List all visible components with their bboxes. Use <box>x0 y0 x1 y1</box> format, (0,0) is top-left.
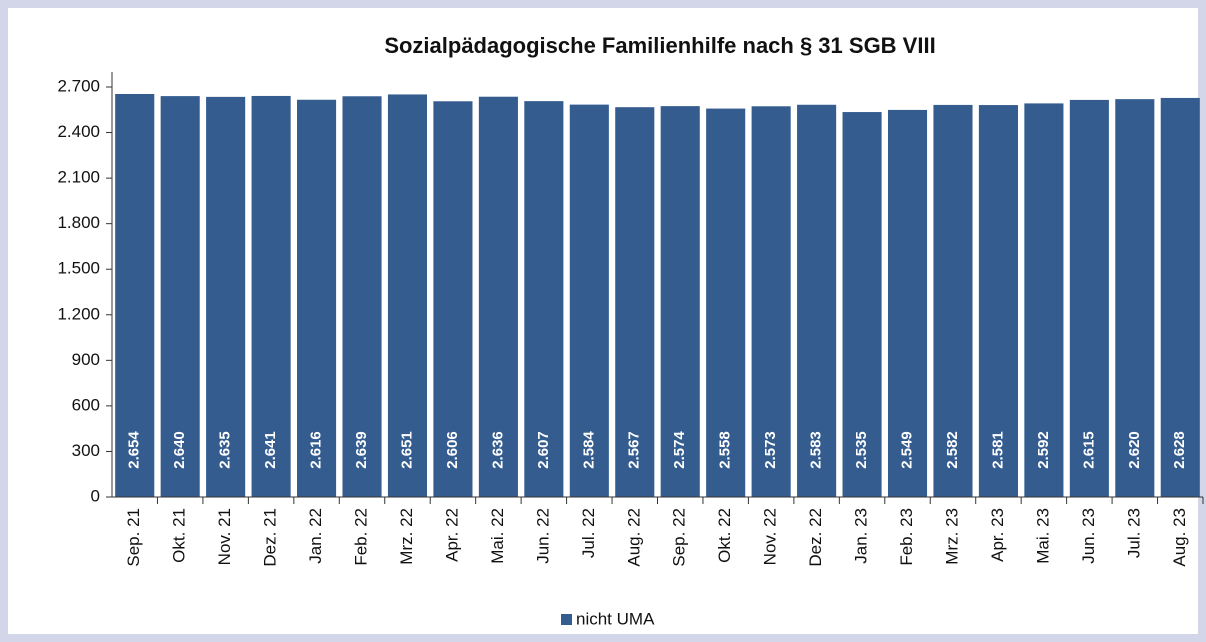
chart-title: Sozialpädagogische Familienhilfe nach § … <box>384 33 935 58</box>
legend-swatch <box>561 614 572 625</box>
x-tick-label: Jun. 23 <box>1079 508 1098 564</box>
data-label: 2.582 <box>944 431 961 469</box>
y-tick-label: 2.100 <box>57 168 100 187</box>
bar <box>1069 99 1109 497</box>
y-tick-label: 0 <box>91 486 100 505</box>
x-tick-label: Jul. 22 <box>579 508 598 558</box>
data-label: 2.584 <box>580 431 597 469</box>
bar <box>478 96 518 498</box>
x-tick-label: Jan. 23 <box>852 508 871 564</box>
data-label: 2.640 <box>171 431 188 469</box>
bar <box>933 104 973 497</box>
y-tick-label: 600 <box>72 395 100 414</box>
data-label: 2.606 <box>444 431 461 469</box>
x-tick-label: Jan. 22 <box>306 508 325 564</box>
y-tick-label: 2.400 <box>57 122 100 141</box>
data-label: 2.641 <box>262 431 279 469</box>
data-label: 2.607 <box>535 431 552 469</box>
data-label: 2.592 <box>1035 431 1052 469</box>
data-label: 2.615 <box>1080 431 1097 469</box>
y-tick-label: 2.700 <box>57 76 100 95</box>
y-tick-label: 300 <box>72 441 100 460</box>
data-label: 2.616 <box>308 431 325 469</box>
x-tick-label: Nov. 21 <box>215 508 234 565</box>
x-tick-label: Aug. 22 <box>624 508 643 567</box>
bar <box>842 112 882 498</box>
data-label: 2.636 <box>489 431 506 469</box>
data-label: 2.654 <box>126 431 143 469</box>
bar <box>433 101 473 497</box>
bar <box>1115 99 1155 498</box>
bar <box>797 104 837 498</box>
data-label: 2.620 <box>1126 431 1143 469</box>
x-tick-label: Mrz. 23 <box>942 508 961 565</box>
data-label: 2.651 <box>398 431 415 469</box>
x-tick-label: Nov. 22 <box>761 508 780 565</box>
bar <box>978 105 1018 497</box>
bar <box>342 96 382 497</box>
x-tick-label: Mai. 23 <box>1033 508 1052 564</box>
y-tick-label: 1.800 <box>57 213 100 232</box>
bar <box>706 108 746 498</box>
x-tick-label: Jun. 22 <box>533 508 552 564</box>
data-label: 2.567 <box>626 431 643 469</box>
data-label: 2.535 <box>853 431 870 469</box>
data-label: 2.558 <box>717 431 734 469</box>
data-label: 2.635 <box>217 431 234 469</box>
bar <box>1024 103 1064 498</box>
data-label: 2.574 <box>671 431 688 469</box>
x-tick-label: Apr. 23 <box>988 508 1007 562</box>
x-tick-label: Sep. 21 <box>124 508 143 567</box>
bar <box>569 104 609 498</box>
bar <box>206 96 246 498</box>
bar <box>387 94 428 498</box>
x-tick-label: Jul. 23 <box>1124 508 1143 558</box>
x-tick-label: Okt. 22 <box>715 508 734 563</box>
y-tick-label: 1.200 <box>57 304 100 323</box>
bar <box>251 95 291 497</box>
y-tick-label: 900 <box>72 350 100 369</box>
x-tick-label: Dez. 21 <box>261 508 280 567</box>
y-tick-label: 1.500 <box>57 259 100 278</box>
x-tick-label: Dez. 22 <box>806 508 825 567</box>
bar <box>297 99 337 497</box>
data-label: 2.628 <box>1171 431 1188 469</box>
x-tick-label: Sep. 22 <box>670 508 689 567</box>
x-tick-label: Mrz. 22 <box>397 508 416 565</box>
data-label: 2.639 <box>353 431 370 469</box>
x-tick-label: Okt. 21 <box>170 508 189 563</box>
data-label: 2.583 <box>808 431 825 469</box>
bar <box>115 93 155 498</box>
bar <box>615 107 655 498</box>
bar <box>660 106 700 497</box>
bar <box>887 109 928 497</box>
bar <box>751 106 791 497</box>
data-label: 2.549 <box>898 431 915 469</box>
x-tick-label: Apr. 22 <box>442 508 461 562</box>
bar <box>160 96 200 497</box>
x-tick-label: Aug. 23 <box>1170 508 1189 567</box>
bar <box>1160 97 1200 497</box>
data-label: 2.581 <box>989 431 1006 469</box>
x-tick-label: Feb. 22 <box>352 508 371 566</box>
legend-label: nicht UMA <box>576 609 655 628</box>
bar <box>524 101 564 497</box>
x-tick-label: Feb. 23 <box>897 508 916 566</box>
data-label: 2.573 <box>762 431 779 469</box>
x-tick-label: Mai. 22 <box>488 508 507 564</box>
